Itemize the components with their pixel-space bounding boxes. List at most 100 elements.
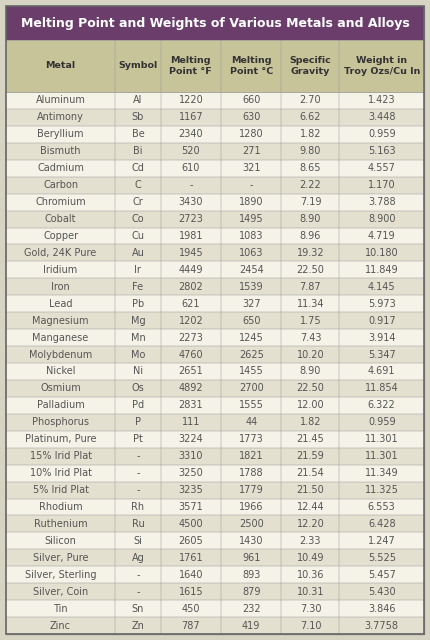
Text: Copper: Copper [43,231,78,241]
Text: Magnesium: Magnesium [32,316,89,326]
Text: 5.347: 5.347 [368,349,396,360]
Text: 6.322: 6.322 [368,401,396,410]
Text: 1.75: 1.75 [300,316,321,326]
Text: 11.854: 11.854 [365,383,399,394]
Text: Osmium: Osmium [40,383,81,394]
Text: 22.50: 22.50 [297,265,324,275]
Text: 232: 232 [242,604,261,614]
Text: 2831: 2831 [178,401,203,410]
Text: 10.31: 10.31 [297,587,324,596]
Text: Melting
Point °F: Melting Point °F [169,56,212,76]
Text: 7.30: 7.30 [300,604,321,614]
Text: Co: Co [132,214,144,224]
Text: -: - [136,451,140,461]
Text: Rh: Rh [131,502,144,512]
Text: Pd: Pd [132,401,144,410]
Bar [6,126,424,143]
Text: Fe: Fe [132,282,144,292]
Bar [6,329,424,346]
Text: Silver, Pure: Silver, Pure [33,553,88,563]
Text: 1945: 1945 [178,248,203,258]
Text: 10.180: 10.180 [365,248,399,258]
Text: Manganese: Manganese [32,333,89,342]
Text: Sn: Sn [132,604,144,614]
Text: Si: Si [133,536,142,546]
Text: 1.423: 1.423 [368,95,396,106]
Text: 3.7758: 3.7758 [365,621,399,630]
Text: 4449: 4449 [178,265,203,275]
Text: 1615: 1615 [178,587,203,596]
Text: 4.691: 4.691 [368,367,396,376]
Text: 8.96: 8.96 [300,231,321,241]
Text: 8.900: 8.900 [368,214,396,224]
Text: 4760: 4760 [178,349,203,360]
Text: 321: 321 [242,163,261,173]
Text: 1220: 1220 [178,95,203,106]
Text: Zn: Zn [132,621,144,630]
Text: 7.87: 7.87 [300,282,321,292]
Bar [6,244,424,261]
Bar [6,566,424,583]
Text: Rhodium: Rhodium [39,502,83,512]
Bar [6,40,424,92]
Text: Os: Os [132,383,144,394]
Text: Bi: Bi [133,147,143,156]
Text: 5.430: 5.430 [368,587,396,596]
Text: 11.301: 11.301 [365,434,399,444]
Text: 8.65: 8.65 [300,163,321,173]
Text: 1890: 1890 [239,197,264,207]
Text: Ir: Ir [135,265,141,275]
Text: 2700: 2700 [239,383,264,394]
Text: Ag: Ag [132,553,144,563]
Text: Palladium: Palladium [37,401,84,410]
Text: 111: 111 [181,417,200,428]
Text: Al: Al [133,95,143,106]
Text: 1761: 1761 [178,553,203,563]
Text: 10.36: 10.36 [297,570,324,580]
Text: 1063: 1063 [239,248,264,258]
Text: 6.553: 6.553 [368,502,396,512]
Text: 10% Irid Plat: 10% Irid Plat [30,468,92,478]
Text: 11.325: 11.325 [365,485,399,495]
Text: 1.82: 1.82 [300,417,321,428]
Bar [6,414,424,431]
Text: 1.82: 1.82 [300,129,321,140]
Bar [6,211,424,227]
Text: Beryllium: Beryllium [37,129,84,140]
Text: Specific
Gravity: Specific Gravity [289,56,332,76]
Bar [6,431,424,448]
Text: 1788: 1788 [239,468,264,478]
Text: -: - [136,485,140,495]
Text: 4892: 4892 [178,383,203,394]
Bar [6,295,424,312]
Text: Silver, Coin: Silver, Coin [33,587,88,596]
Text: 1.247: 1.247 [368,536,396,546]
Bar [6,600,424,617]
Text: 1640: 1640 [178,570,203,580]
Bar [6,448,424,465]
Text: Mo: Mo [131,349,145,360]
Text: 450: 450 [181,604,200,614]
Text: 1779: 1779 [239,485,264,495]
Text: Tin: Tin [53,604,68,614]
Text: 2.22: 2.22 [300,180,321,190]
Text: 1083: 1083 [239,231,264,241]
Text: Iridium: Iridium [43,265,78,275]
Bar [6,363,424,380]
Text: 3430: 3430 [178,197,203,207]
Text: 5% Irid Plat: 5% Irid Plat [33,485,89,495]
Text: 12.44: 12.44 [297,502,324,512]
Text: 7.10: 7.10 [300,621,321,630]
Text: Antimony: Antimony [37,113,84,122]
Text: 1202: 1202 [178,316,203,326]
Text: 3571: 3571 [178,502,203,512]
Bar [6,481,424,499]
Text: 650: 650 [242,316,261,326]
Text: 4.145: 4.145 [368,282,396,292]
Text: 1966: 1966 [239,502,264,512]
Text: 11.849: 11.849 [365,265,399,275]
Text: 0.959: 0.959 [368,129,396,140]
Text: 5.973: 5.973 [368,299,396,308]
Text: C: C [135,180,141,190]
Text: Be: Be [132,129,144,140]
